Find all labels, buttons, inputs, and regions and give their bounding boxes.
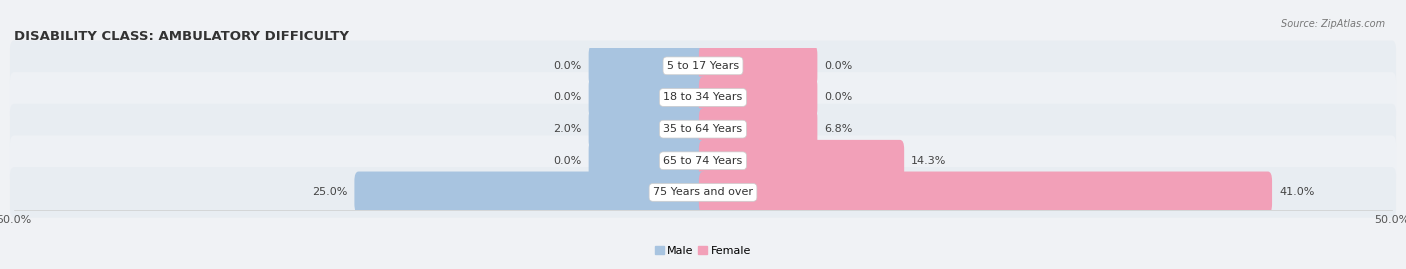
Text: 0.0%: 0.0% <box>554 93 582 102</box>
Text: 65 to 74 Years: 65 to 74 Years <box>664 156 742 166</box>
Text: 5 to 17 Years: 5 to 17 Years <box>666 61 740 71</box>
Text: 75 Years and over: 75 Years and over <box>652 187 754 197</box>
FancyBboxPatch shape <box>699 172 1272 213</box>
Text: 0.0%: 0.0% <box>554 61 582 71</box>
Text: Source: ZipAtlas.com: Source: ZipAtlas.com <box>1281 19 1385 29</box>
FancyBboxPatch shape <box>589 45 707 87</box>
FancyBboxPatch shape <box>589 77 707 118</box>
Text: 35 to 64 Years: 35 to 64 Years <box>664 124 742 134</box>
FancyBboxPatch shape <box>699 108 817 150</box>
FancyBboxPatch shape <box>589 140 707 182</box>
Legend: Male, Female: Male, Female <box>655 246 751 256</box>
FancyBboxPatch shape <box>10 41 1396 91</box>
Text: 41.0%: 41.0% <box>1279 187 1315 197</box>
FancyBboxPatch shape <box>10 72 1396 123</box>
Text: 18 to 34 Years: 18 to 34 Years <box>664 93 742 102</box>
FancyBboxPatch shape <box>589 108 707 150</box>
Text: 0.0%: 0.0% <box>554 156 582 166</box>
Text: 2.0%: 2.0% <box>554 124 582 134</box>
FancyBboxPatch shape <box>699 45 817 87</box>
FancyBboxPatch shape <box>699 140 904 182</box>
Text: 25.0%: 25.0% <box>312 187 347 197</box>
Text: DISABILITY CLASS: AMBULATORY DIFFICULTY: DISABILITY CLASS: AMBULATORY DIFFICULTY <box>14 30 349 43</box>
Text: 6.8%: 6.8% <box>824 124 852 134</box>
FancyBboxPatch shape <box>699 77 817 118</box>
Text: 14.3%: 14.3% <box>911 156 946 166</box>
FancyBboxPatch shape <box>10 136 1396 186</box>
FancyBboxPatch shape <box>354 172 707 213</box>
FancyBboxPatch shape <box>10 104 1396 154</box>
FancyBboxPatch shape <box>10 167 1396 218</box>
Text: 0.0%: 0.0% <box>824 61 852 71</box>
Text: 0.0%: 0.0% <box>824 93 852 102</box>
